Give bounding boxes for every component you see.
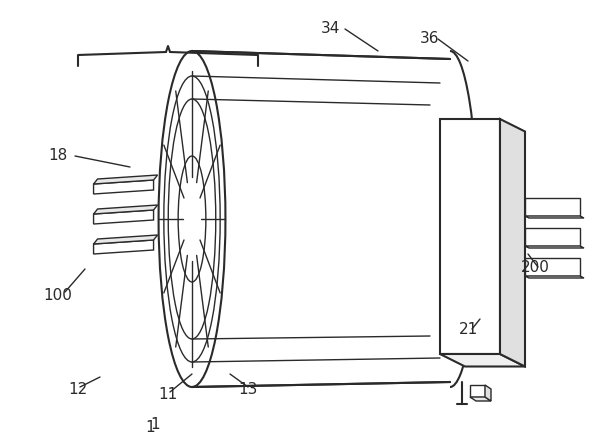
Polygon shape [525,216,584,219]
Polygon shape [525,276,584,279]
Text: 1: 1 [150,417,160,431]
Polygon shape [94,180,154,194]
Polygon shape [470,397,491,401]
Text: 13: 13 [238,381,257,396]
Polygon shape [500,120,525,367]
Polygon shape [94,205,158,215]
Polygon shape [525,198,580,216]
Text: 21: 21 [458,322,478,337]
Text: 34: 34 [320,21,340,35]
Polygon shape [94,176,158,184]
Polygon shape [440,120,500,354]
Polygon shape [94,240,154,254]
Text: 18: 18 [49,147,68,162]
Polygon shape [94,211,154,225]
Polygon shape [525,258,580,276]
Polygon shape [440,354,525,367]
Text: 100: 100 [44,287,73,302]
Polygon shape [525,247,584,248]
Text: 11: 11 [158,387,178,402]
Text: 1: 1 [145,420,155,434]
Polygon shape [485,385,491,401]
Text: 200: 200 [521,260,550,275]
Text: 36: 36 [420,30,440,46]
Polygon shape [470,385,485,397]
Polygon shape [525,229,580,247]
Text: 12: 12 [68,381,88,396]
Polygon shape [94,236,158,244]
